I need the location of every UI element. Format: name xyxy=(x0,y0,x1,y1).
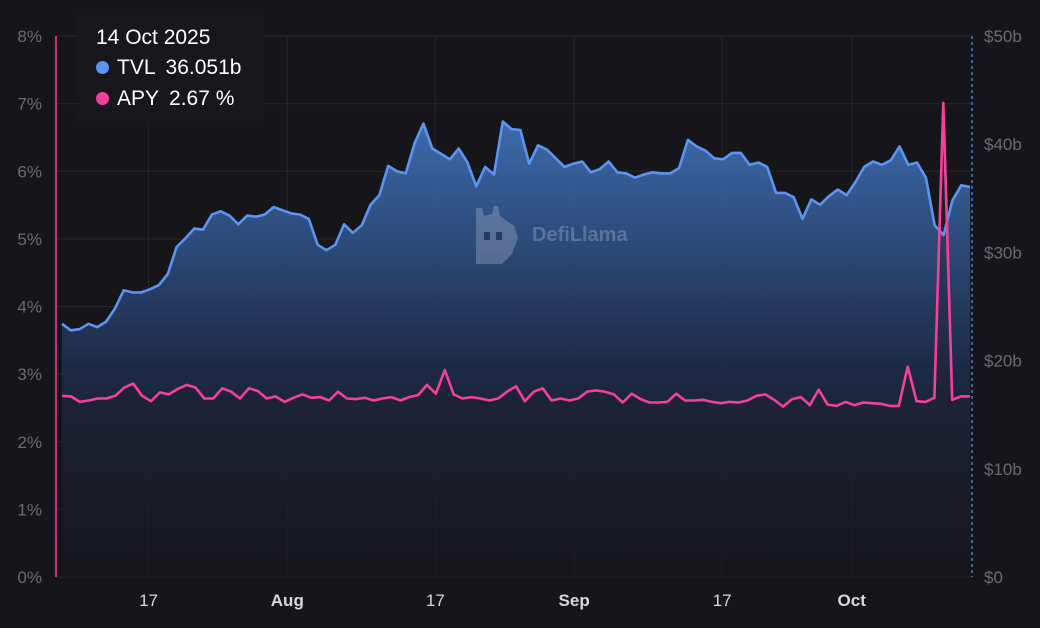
apy-dot-icon xyxy=(96,92,109,105)
x-tick-label: 17 xyxy=(713,591,732,610)
apy-line xyxy=(61,101,970,408)
tvl-dot-icon xyxy=(96,61,109,74)
y-right-tick-label: $0 xyxy=(984,568,1003,587)
y-left-tick-label: 8% xyxy=(17,27,42,46)
tooltip-tvl-value: 36.051b xyxy=(165,56,242,79)
llama-logo-icon xyxy=(476,206,518,264)
axes xyxy=(55,36,973,577)
tooltip-row-apy: APY 2.67 % xyxy=(96,83,264,114)
series-lines xyxy=(61,101,971,408)
tooltip-apy-label: APY xyxy=(117,87,160,110)
y-right-tick-label: $50b xyxy=(984,27,1022,46)
tooltip-date: 14 Oct 2025 xyxy=(96,26,211,49)
watermark: DefiLlama xyxy=(468,204,628,266)
y-right-tick-label: $20b xyxy=(984,352,1022,371)
x-tick-label: Sep xyxy=(559,591,590,610)
x-tick-label: Aug xyxy=(271,591,304,610)
y-left-tick-label: 2% xyxy=(17,433,42,452)
y-left-tick-label: 5% xyxy=(17,230,42,249)
tooltip-row-tvl: TVL 36.051b xyxy=(96,52,264,83)
y-left-tick-label: 1% xyxy=(17,500,42,519)
y-right-tick-label: $10b xyxy=(984,460,1022,479)
apy-area xyxy=(62,102,970,578)
y-left-tick-label: 4% xyxy=(17,298,42,317)
y-right-tick-label: $30b xyxy=(984,243,1022,262)
tooltip-tvl-label: TVL xyxy=(117,56,156,79)
x-tick-label: 17 xyxy=(139,591,158,610)
x-tick-label: Oct xyxy=(838,591,867,610)
y-left-tick-label: 3% xyxy=(17,365,42,384)
y-right-tick-label: $40b xyxy=(984,135,1022,154)
x-tick-label: 17 xyxy=(426,591,445,610)
y-left-tick-label: 6% xyxy=(17,162,42,181)
tick-labels: 0% 1% 2% 3% 4% 5% 6% 7% 8% $0 $10b $20b $30b $40b $50b… xyxy=(17,27,1021,610)
tvl-line xyxy=(61,120,971,332)
chart-tooltip: 14 Oct 2025 TVL 36.051b APY 2.67 % xyxy=(78,14,264,126)
y-left-tick-label: 7% xyxy=(17,95,42,114)
watermark-text: DefiLlama xyxy=(532,223,628,246)
tooltip-apy-value: 2.67 % xyxy=(169,87,235,110)
series-areas xyxy=(62,102,970,578)
y-left-tick-label: 0% xyxy=(17,568,42,587)
